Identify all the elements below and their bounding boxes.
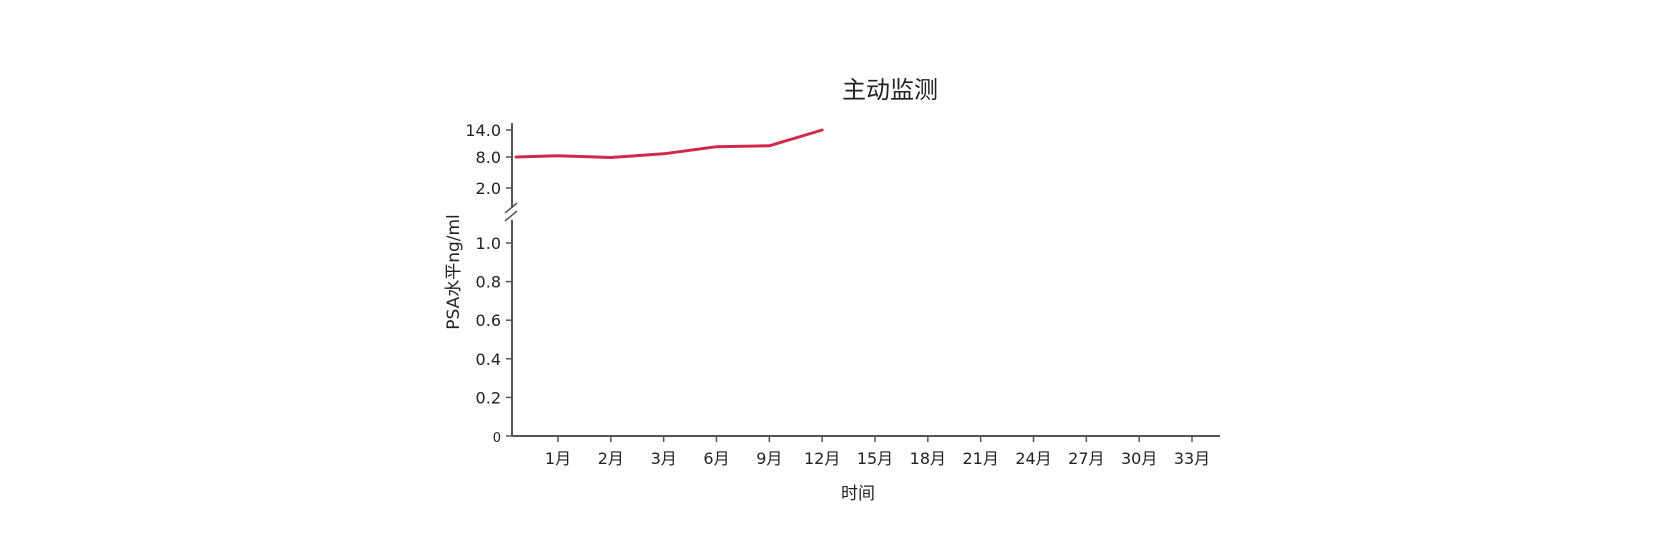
axis-break-mark-2 <box>504 210 518 222</box>
y-tick-label: 2.0 <box>476 179 501 198</box>
x-tick-label: 21月 <box>962 449 998 468</box>
x-tick-label: 9月 <box>756 449 782 468</box>
x-tick-label: 12月 <box>804 449 840 468</box>
series-line <box>514 128 824 159</box>
x-tick-label: 1月 <box>545 449 571 468</box>
x-tick-label: 18月 <box>910 449 946 468</box>
x-tick-label: 15月 <box>857 449 893 468</box>
y-tick-label: 0.2 <box>476 388 501 407</box>
y-tick-label: 0.4 <box>476 350 501 369</box>
x-axis-ticks: 1月 2月 3月 6月 9月 12月 15月 18月 21月 24月 27月 30月 33月 <box>545 436 1210 468</box>
y-tick-label: 14.0 <box>465 121 501 140</box>
x-axis-title: 时间 <box>841 484 875 504</box>
x-tick-label: 30月 <box>1121 449 1157 468</box>
x-tick-label: 3月 <box>651 449 677 468</box>
x-tick-label: 2月 <box>598 449 624 468</box>
x-tick-label: 33月 <box>1174 449 1210 468</box>
series-group <box>514 128 824 159</box>
axis-break-mark-1 <box>504 202 518 214</box>
y-tick-label: 8.0 <box>476 148 501 167</box>
x-tick-label: 27月 <box>1068 449 1104 468</box>
y-axis-title: PSA水平ng/ml <box>444 214 464 330</box>
x-tick-label: 24月 <box>1015 449 1051 468</box>
y-tick-label: 1.0 <box>476 234 501 253</box>
y-axis-ticks: 14.0 8.0 2.0 0 0.2 0.4 0.6 0.8 1.0 <box>465 121 512 446</box>
y-tick-label: 0.6 <box>476 311 501 330</box>
y-tick-label: 0.8 <box>476 273 501 292</box>
x-tick-label: 6月 <box>703 449 729 468</box>
y-tick-label: 0 <box>493 431 501 446</box>
axes <box>504 123 1220 437</box>
chart-title: 主动监测 <box>842 76 938 104</box>
